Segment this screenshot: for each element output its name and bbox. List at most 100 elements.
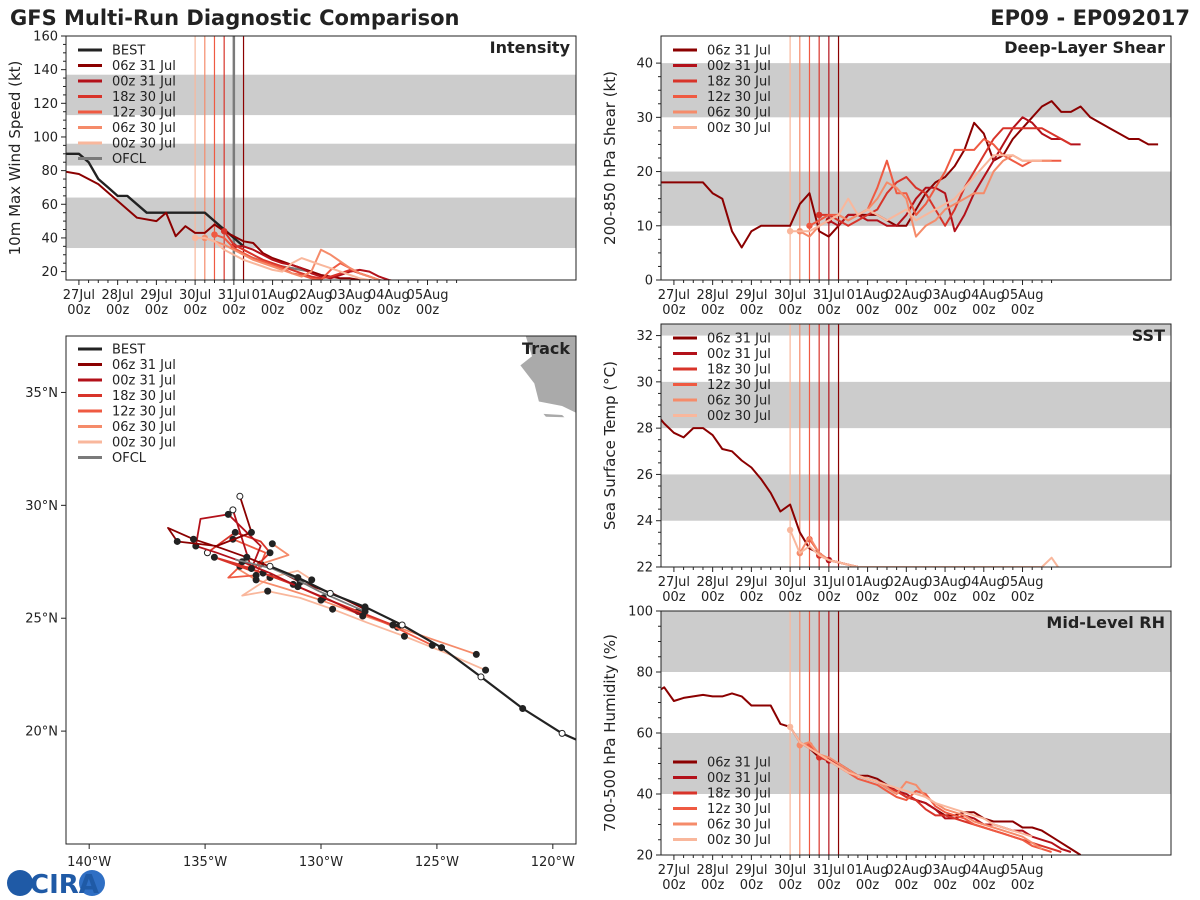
track-point-best — [266, 562, 274, 570]
shear-xtick-label: 04Aug — [963, 288, 1005, 303]
intensity-band — [66, 143, 576, 166]
sst-band — [661, 474, 1171, 521]
sst-legend-label-06z-31-jul: 06z 31 Jul — [707, 332, 771, 347]
shear-ylabel: 200-850 hPa Shear (kt) — [601, 71, 619, 245]
sst-legend-label-06z-30-jul: 06z 30 Jul — [707, 394, 771, 409]
intensity-xtick-label: 03Aug — [329, 288, 371, 303]
shear-ytick-label: 20 — [636, 165, 653, 180]
track-point-00z-31-jul — [224, 510, 232, 518]
intensity-ytick-label: 40 — [41, 231, 58, 246]
shear-band — [661, 63, 1171, 118]
track-point-best — [361, 603, 369, 611]
track-point-18z-30-jul — [389, 621, 397, 629]
track-point-00z-30-jul — [308, 576, 316, 584]
shear-series-18z-30-jul — [819, 127, 1072, 227]
intensity-ytick-label: 60 — [41, 198, 58, 213]
shear-xtick-sublabel: 00z — [662, 303, 686, 318]
shear-ytick-label: 0 — [645, 274, 653, 289]
intensity-legend-label-ofcl: OFCL — [112, 152, 147, 167]
track-point-best — [585, 742, 591, 748]
track-point-00z-30-jul — [264, 587, 272, 595]
rh-legend-label-00z-31-jul: 00z 31 Jul — [707, 771, 771, 786]
shear-xtick-sublabel: 00z — [972, 303, 996, 318]
rh-band — [661, 611, 1171, 672]
track-point-06z-31-jul — [236, 492, 244, 500]
intensity-xtick-sublabel: 00z — [377, 303, 401, 318]
sst-panel: 22242628303227Jul00z28Jul00z29Jul00z30Ju… — [601, 323, 1172, 605]
track-point-18z-30-jul — [210, 553, 218, 561]
intensity-panel: 2040608010012014016027Jul00z28Jul00z29Ju… — [6, 30, 577, 318]
track-line-00z-30-jul — [241, 569, 486, 672]
rh-xtick-label: 28Jul — [697, 863, 729, 878]
intensity-ytick-label: 160 — [33, 30, 58, 45]
rh-ytick-label: 80 — [636, 666, 653, 681]
shear-legend-label-06z-30-jul: 06z 30 Jul — [707, 106, 771, 121]
rh-legend-label-06z-31-jul: 06z 31 Jul — [707, 756, 771, 771]
rh-ylabel: 700-500 hPa Humidity (%) — [601, 634, 619, 832]
sst-xtick-sublabel: 00z — [662, 590, 686, 605]
shear-xtick-sublabel: 00z — [740, 303, 764, 318]
sst-title: SST — [1132, 326, 1165, 345]
sst-xtick-label: 04Aug — [963, 575, 1005, 590]
intensity-init-marker-18z-30-jul — [220, 228, 228, 235]
rh-series-06z-30-jul — [799, 741, 1043, 850]
rh-xtick-sublabel: 00z — [895, 878, 919, 893]
rh-ytick-label: 40 — [636, 788, 653, 803]
rh-xtick-sublabel: 00z — [1011, 878, 1035, 893]
intensity-xtick-sublabel: 00z — [67, 303, 91, 318]
rh-xtick-sublabel: 00z — [740, 878, 764, 893]
shear-xtick-sublabel: 00z — [895, 303, 919, 318]
rh-band — [661, 733, 1171, 794]
track-legend-label-00z-31-jul: 00z 31 Jul — [112, 374, 176, 389]
sst-xtick-sublabel: 00z — [740, 590, 764, 605]
intensity-xtick-label: 01Aug — [252, 288, 294, 303]
track-xtick-label: 140°W — [67, 855, 111, 870]
sst-ytick-label: 26 — [636, 468, 653, 483]
sst-xtick-label: 28Jul — [697, 575, 729, 590]
rh-xtick-label: 04Aug — [963, 863, 1005, 878]
rh-xtick-sublabel: 00z — [856, 878, 880, 893]
intensity-xtick-sublabel: 00z — [145, 303, 169, 318]
track-point-00z-30-jul — [329, 605, 337, 613]
rh-xtick-sublabel: 00z — [662, 878, 686, 893]
track-point-06z-31-jul — [243, 553, 251, 561]
rh-legend-label-12z-30-jul: 12z 30 Jul — [707, 802, 771, 817]
rh-init-marker-06z-31-jul — [651, 690, 657, 696]
intensity-xtick-sublabel: 00z — [300, 303, 324, 318]
track-point-06z-31-jul — [247, 528, 255, 536]
intensity-xtick-sublabel: 00z — [416, 303, 440, 318]
track-legend-label-00z-30-jul: 00z 30 Jul — [112, 436, 176, 451]
figure-title: GFS Multi-Run Diagnostic Comparison — [10, 6, 459, 30]
intensity-legend-label-18z-30-jul: 18z 30 Jul — [112, 90, 176, 105]
intensity-band — [66, 197, 576, 249]
shear-init-marker-00z-30-jul — [786, 228, 794, 235]
intensity-xtick-label: 28Jul — [102, 288, 134, 303]
sst-ytick-label: 22 — [636, 561, 653, 576]
storm-id: EP09 - EP092017 — [990, 6, 1190, 30]
sst-ytick-label: 28 — [636, 422, 653, 437]
intensity-ytick-label: 140 — [33, 63, 58, 78]
shear-ytick-label: 30 — [636, 111, 653, 126]
intensity-xtick-sublabel: 00z — [222, 303, 246, 318]
track-point-06z-31-jul — [173, 537, 181, 545]
track-point-best — [326, 589, 334, 597]
sst-xtick-sublabel: 00z — [778, 590, 802, 605]
sst-xtick-sublabel: 00z — [895, 590, 919, 605]
intensity-legend-label-06z-30-jul: 06z 30 Jul — [112, 121, 176, 136]
rh-xtick-sublabel: 00z — [817, 878, 841, 893]
track-xtick-label: 130°W — [299, 855, 343, 870]
track-point-00z-31-jul — [229, 506, 237, 514]
cira-logo-text: CIRA — [30, 870, 99, 900]
intensity-xtick-label: 05Aug — [407, 288, 449, 303]
rh-xtick-sublabel: 00z — [972, 878, 996, 893]
rh-legend-label-00z-30-jul: 00z 30 Jul — [707, 833, 771, 848]
shear-legend-label-06z-31-jul: 06z 31 Jul — [707, 44, 771, 59]
rh-xtick-sublabel: 00z — [778, 878, 802, 893]
intensity-legend-label-12z-30-jul: 12z 30 Jul — [112, 106, 176, 121]
track-legend-label-06z-31-jul: 06z 31 Jul — [112, 358, 176, 373]
sst-ylabel: Sea Surface Temp (°C) — [601, 361, 619, 530]
